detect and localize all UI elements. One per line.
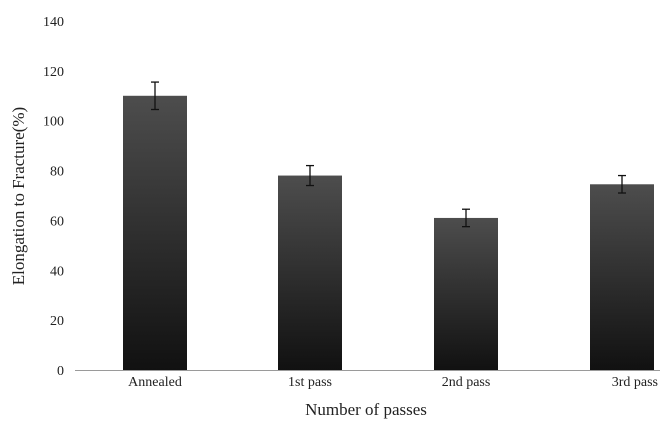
bar-3rd-pass: [590, 184, 654, 370]
x-axis-tick-labels: Annealed 1st pass 2nd pass 3rd pass: [128, 375, 658, 390]
x-tick-label: 1st pass: [288, 375, 332, 390]
bar-1st-pass: [278, 175, 342, 370]
x-tick-label: 2nd pass: [442, 375, 491, 390]
bar-2nd-pass: [434, 217, 498, 370]
y-axis-title: Elongation to Fracture(%): [9, 107, 28, 285]
y-tick-label: 60: [50, 214, 64, 229]
bar-annealed: [123, 95, 187, 371]
x-tick-label: 3rd pass: [612, 375, 658, 390]
y-tick-label: 40: [50, 264, 64, 279]
bars-group: [123, 95, 654, 371]
y-axis-ticks: 0 20 40 60 80 100 120 140: [43, 15, 64, 379]
y-tick-label: 120: [43, 65, 64, 80]
y-tick-label: 140: [43, 15, 64, 30]
y-tick-label: 100: [43, 115, 64, 130]
x-axis-title: Number of passes: [305, 400, 427, 419]
y-tick-label: 0: [57, 364, 64, 379]
error-bars-group: [151, 81, 626, 228]
y-tick-label: 20: [50, 314, 64, 329]
y-tick-label: 80: [50, 165, 64, 180]
x-tick-label: Annealed: [128, 375, 182, 390]
